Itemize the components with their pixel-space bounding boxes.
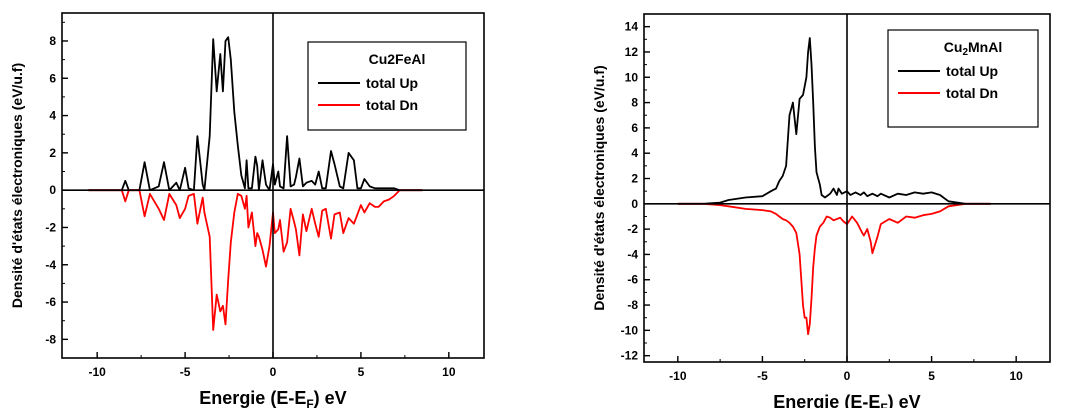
x-axis-label: Energie (E-EF) eV bbox=[199, 388, 346, 408]
y-tick-label: -4 bbox=[45, 258, 56, 272]
y-tick-label: -8 bbox=[627, 298, 638, 312]
x-axis-label-main: Energie (E-E bbox=[199, 388, 306, 408]
legend: Cu2MnAl total Up total Dn bbox=[887, 29, 1039, 128]
legend-title: Cu2MnAl bbox=[944, 39, 1002, 58]
y-tick-label: 6 bbox=[631, 121, 638, 135]
series-line-up bbox=[677, 37, 991, 205]
y-tick-label: 8 bbox=[49, 34, 56, 48]
y-tick-label: 4 bbox=[49, 109, 56, 123]
y-axis-label: Densité d'états électroniques (eV/u.f) bbox=[9, 63, 25, 308]
legend-label-up: total Up bbox=[946, 63, 998, 79]
y-tick-label: 12 bbox=[625, 45, 639, 59]
x-tick-label: -10 bbox=[669, 369, 687, 383]
legend-title-text: Cu bbox=[944, 39, 963, 55]
y-tick-label: -4 bbox=[627, 247, 638, 261]
y-tick-label: -8 bbox=[45, 332, 56, 346]
x-tick-label: 5 bbox=[928, 369, 935, 383]
ticks-layer: -10 -5 0 5 10 -12 -10 -8 -6 -4 -2 0 2 4 6 8 10 12 14 bbox=[621, 13, 1023, 383]
y-tick-label: -2 bbox=[45, 220, 56, 234]
x-axis-label-sub: F bbox=[880, 401, 887, 408]
x-axis-label-suffix: ) eV bbox=[314, 388, 347, 408]
legend-title-suffix: MnAl bbox=[968, 39, 1002, 55]
x-axis-label-sub: F bbox=[306, 397, 313, 408]
legend-title-sub: 2 bbox=[962, 47, 968, 58]
x-tick-label: 10 bbox=[442, 365, 456, 379]
y-axis-label: Densité d'états électroniques (eV/u.f) bbox=[591, 65, 607, 310]
y-tick-label: -10 bbox=[621, 323, 639, 337]
x-tick-label: 5 bbox=[358, 365, 365, 379]
x-axis-label-main: Energie (E-E bbox=[773, 392, 880, 408]
y-tick-label: 0 bbox=[631, 197, 638, 211]
x-tick-label: -5 bbox=[757, 369, 768, 383]
x-axis-label: Energie (E-EF) eV bbox=[773, 392, 920, 408]
legend-title: Cu2FeAl bbox=[369, 51, 426, 67]
x-tick-label: -10 bbox=[88, 365, 106, 379]
x-tick-label: -5 bbox=[180, 365, 191, 379]
series-line-dn bbox=[677, 202, 991, 336]
x-tick-label: 0 bbox=[270, 365, 277, 379]
legend-box bbox=[887, 29, 1039, 128]
y-tick-label: 8 bbox=[631, 96, 638, 110]
y-tick-label: -2 bbox=[627, 222, 638, 236]
y-tick-label: 0 bbox=[49, 183, 56, 197]
y-tick-label: 2 bbox=[631, 172, 638, 186]
y-tick-label: 4 bbox=[631, 146, 638, 160]
dos-chart-cu2mnal: -10 -5 0 5 10 -12 -10 -8 -6 -4 -2 0 2 4 6 8 10 12 14 Densi… bbox=[591, 13, 1051, 408]
y-tick-label: -12 bbox=[621, 349, 639, 363]
y-tick-label: 6 bbox=[49, 71, 56, 85]
series-line-up bbox=[88, 36, 423, 192]
legend-label-dn: total Dn bbox=[366, 97, 418, 113]
y-tick-label: 14 bbox=[625, 20, 639, 34]
series-layer bbox=[88, 36, 423, 331]
y-tick-label: -6 bbox=[627, 273, 638, 287]
y-tick-label: 2 bbox=[49, 146, 56, 160]
legend-box bbox=[307, 41, 467, 131]
y-tick-label: 10 bbox=[625, 70, 639, 84]
legend: Cu2FeAl total Up total Dn bbox=[307, 41, 467, 131]
legend-label-up: total Up bbox=[366, 75, 418, 91]
x-axis-label-suffix: ) eV bbox=[888, 392, 921, 408]
y-tick-label: -6 bbox=[45, 295, 56, 309]
x-tick-label: 0 bbox=[844, 369, 851, 383]
series-line-dn bbox=[88, 189, 423, 331]
legend-label-dn: total Dn bbox=[946, 85, 998, 101]
x-tick-label: 10 bbox=[1009, 369, 1023, 383]
ticks-layer: -10 -5 0 5 10 -8 -6 -4 -2 0 2 4 6 8 bbox=[45, 21, 456, 379]
dos-chart-cu2feal: -10 -5 0 5 10 -8 -6 -4 -2 0 2 4 6 8 Densité d'états é… bbox=[9, 12, 485, 408]
series-layer bbox=[677, 37, 991, 336]
legend-title-text: Cu2FeAl bbox=[369, 51, 426, 67]
